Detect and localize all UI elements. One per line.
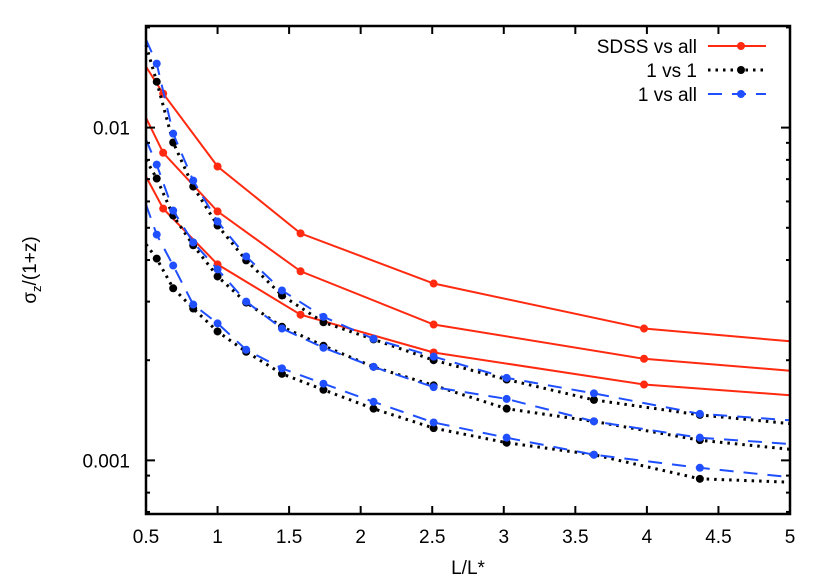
data-point — [169, 284, 178, 293]
data-point — [213, 327, 222, 336]
data-point — [429, 418, 438, 427]
series-line-2-1 — [145, 139, 791, 445]
data-point — [589, 395, 598, 404]
legend: SDSS vs all 1 vs 1 1 vs all — [597, 37, 766, 106]
data-point — [429, 320, 438, 329]
x-tick-label: 2 — [355, 527, 366, 548]
data-point — [242, 297, 251, 306]
data-point — [319, 343, 328, 352]
data-point — [152, 174, 161, 183]
data-point — [213, 162, 222, 171]
data-point — [213, 217, 222, 226]
x-tick-label: 5 — [785, 527, 796, 548]
x-tick-label: 2.5 — [419, 527, 445, 548]
data-point — [213, 319, 222, 328]
data-point — [319, 385, 328, 394]
plot-frame — [144, 24, 792, 516]
data-point — [169, 261, 178, 270]
data-point — [159, 204, 168, 213]
data-point — [502, 433, 511, 442]
x-tick-label: 4 — [642, 527, 653, 548]
data-point — [429, 352, 438, 361]
data-point — [169, 129, 178, 138]
series-line-1-1 — [144, 158, 791, 451]
legend-swatch-point — [737, 90, 745, 98]
legend-swatch-point — [737, 42, 745, 50]
legend-label: SDSS vs all — [597, 37, 697, 58]
legend-swatch-point — [737, 66, 745, 74]
data-point — [589, 450, 598, 459]
data-point — [695, 474, 704, 483]
data-point — [213, 207, 222, 216]
x-tick-label: 0.5 — [133, 527, 159, 548]
data-point — [189, 300, 198, 309]
data-point — [640, 354, 649, 363]
data-point — [429, 383, 438, 392]
x-axis-label: L/L* — [451, 558, 485, 579]
legend-label: 1 vs 1 — [646, 61, 697, 82]
data-point — [213, 272, 222, 281]
x-tick-labels: 0.5 1 1.5 2 2.5 3 3.5 4 4.5 5 — [133, 527, 796, 548]
data-point — [369, 362, 378, 371]
data-point — [189, 238, 198, 247]
data-point — [277, 364, 286, 373]
data-point — [159, 148, 168, 157]
y-tick-label: 0.001 — [82, 451, 130, 472]
y-axis-label: σz/(1+z) — [20, 236, 44, 303]
x-tick-label: 3.5 — [562, 527, 588, 548]
data-point — [296, 229, 305, 238]
data-point — [695, 463, 704, 472]
data-point — [502, 394, 511, 403]
x-tick-label: 1 — [212, 527, 223, 548]
data-point — [242, 252, 251, 261]
data-point — [152, 59, 161, 68]
x-tick-label: 4.5 — [705, 527, 731, 548]
data-point — [502, 373, 511, 382]
data-point — [169, 206, 178, 215]
data-point — [640, 380, 649, 389]
data-point — [213, 265, 222, 274]
data-point — [369, 334, 378, 343]
data-point — [429, 279, 438, 288]
legend-label: 1 vs all — [638, 85, 697, 106]
data-point — [277, 324, 286, 333]
data-point — [429, 424, 438, 433]
series-line-2-2 — [145, 204, 791, 479]
data-point — [277, 286, 286, 295]
data-point — [640, 324, 649, 333]
data-point — [589, 389, 598, 398]
data-point — [152, 77, 161, 86]
data-point — [296, 310, 305, 319]
data-point — [589, 417, 598, 426]
data-point — [695, 409, 704, 418]
data-point — [502, 404, 511, 413]
data-point — [369, 404, 378, 413]
y-tick-label: 0.01 — [93, 119, 130, 140]
data-point — [189, 176, 198, 185]
data-point — [319, 312, 328, 321]
y-tick-labels: 0.01 0.001 — [82, 119, 130, 473]
data-point — [242, 345, 251, 354]
axis-ticks — [145, 26, 791, 514]
data-point — [369, 397, 378, 406]
data-point — [319, 379, 328, 388]
data-point — [695, 433, 704, 442]
x-tick-label: 1.5 — [276, 527, 302, 548]
data-point — [152, 254, 161, 263]
data-point — [152, 160, 161, 169]
data-point — [296, 267, 305, 276]
plot-marks — [144, 39, 791, 484]
series-line-1-0 — [144, 44, 791, 426]
series-line-2-0 — [145, 39, 791, 422]
data-point — [152, 230, 161, 239]
x-tick-label: 3 — [498, 527, 509, 548]
